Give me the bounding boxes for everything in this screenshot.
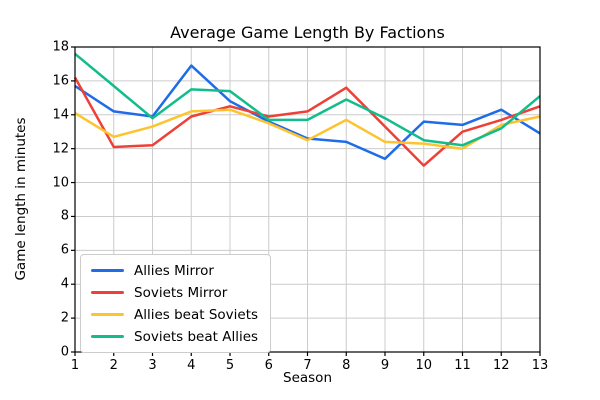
x-tick-label: 6 [264,358,273,373]
x-tick-label: 13 [531,358,549,373]
x-tick-label: 3 [148,358,157,373]
x-tick-label: 1 [70,358,80,373]
legend-label: Soviets beat Allies [134,328,259,345]
series-line-3 [74,52,541,147]
legend-label: Soviets Mirror [134,284,228,301]
legend-line-swatch [91,291,124,294]
x-tick-label: 10 [415,358,433,373]
x-tick-label: 9 [380,358,390,373]
y-tick-label: 16 [52,73,69,89]
legend: Allies Mirror Soviets Mirror Allies beat… [80,254,272,353]
x-tick-label: 7 [303,358,312,373]
y-tick-label: 18 [52,39,69,55]
x-tick-label: 2 [109,358,118,373]
y-tick-label: 6 [60,242,69,258]
x-tick-label: 8 [342,358,351,373]
y-tick-label: 2 [60,310,69,326]
x-tick-label: 5 [225,358,235,373]
x-tick-label: 11 [454,358,471,373]
legend-line-swatch [91,335,124,338]
series-line-0 [74,64,541,161]
y-tick-label: 12 [52,141,69,157]
series-line-2 [74,108,541,150]
series-line-1 [73,76,541,167]
x-tick-label: 12 [492,358,510,373]
legend-entry: Allies Mirror [91,262,258,279]
legend-label: Allies Mirror [134,262,214,279]
legend-entry: Soviets Mirror [91,284,258,301]
legend-entry: Soviets beat Allies [91,328,258,345]
legend-entry: Allies beat Soviets [91,306,258,323]
chart-title: Average Game Length By Factions [170,23,445,42]
y-tick-label: 14 [52,107,69,123]
legend-label: Allies beat Soviets [134,306,259,323]
y-tick-label: 8 [60,208,69,224]
x-axis-label: Season [283,370,332,386]
x-tick-label: 4 [187,358,196,373]
legend-line-swatch [91,313,124,316]
legend-line-swatch [91,269,124,272]
y-axis-label: Game length in minutes [13,117,29,281]
y-tick-label: 4 [60,276,69,292]
y-tick-label: 10 [52,175,69,191]
y-tick-label: 0 [60,344,69,360]
